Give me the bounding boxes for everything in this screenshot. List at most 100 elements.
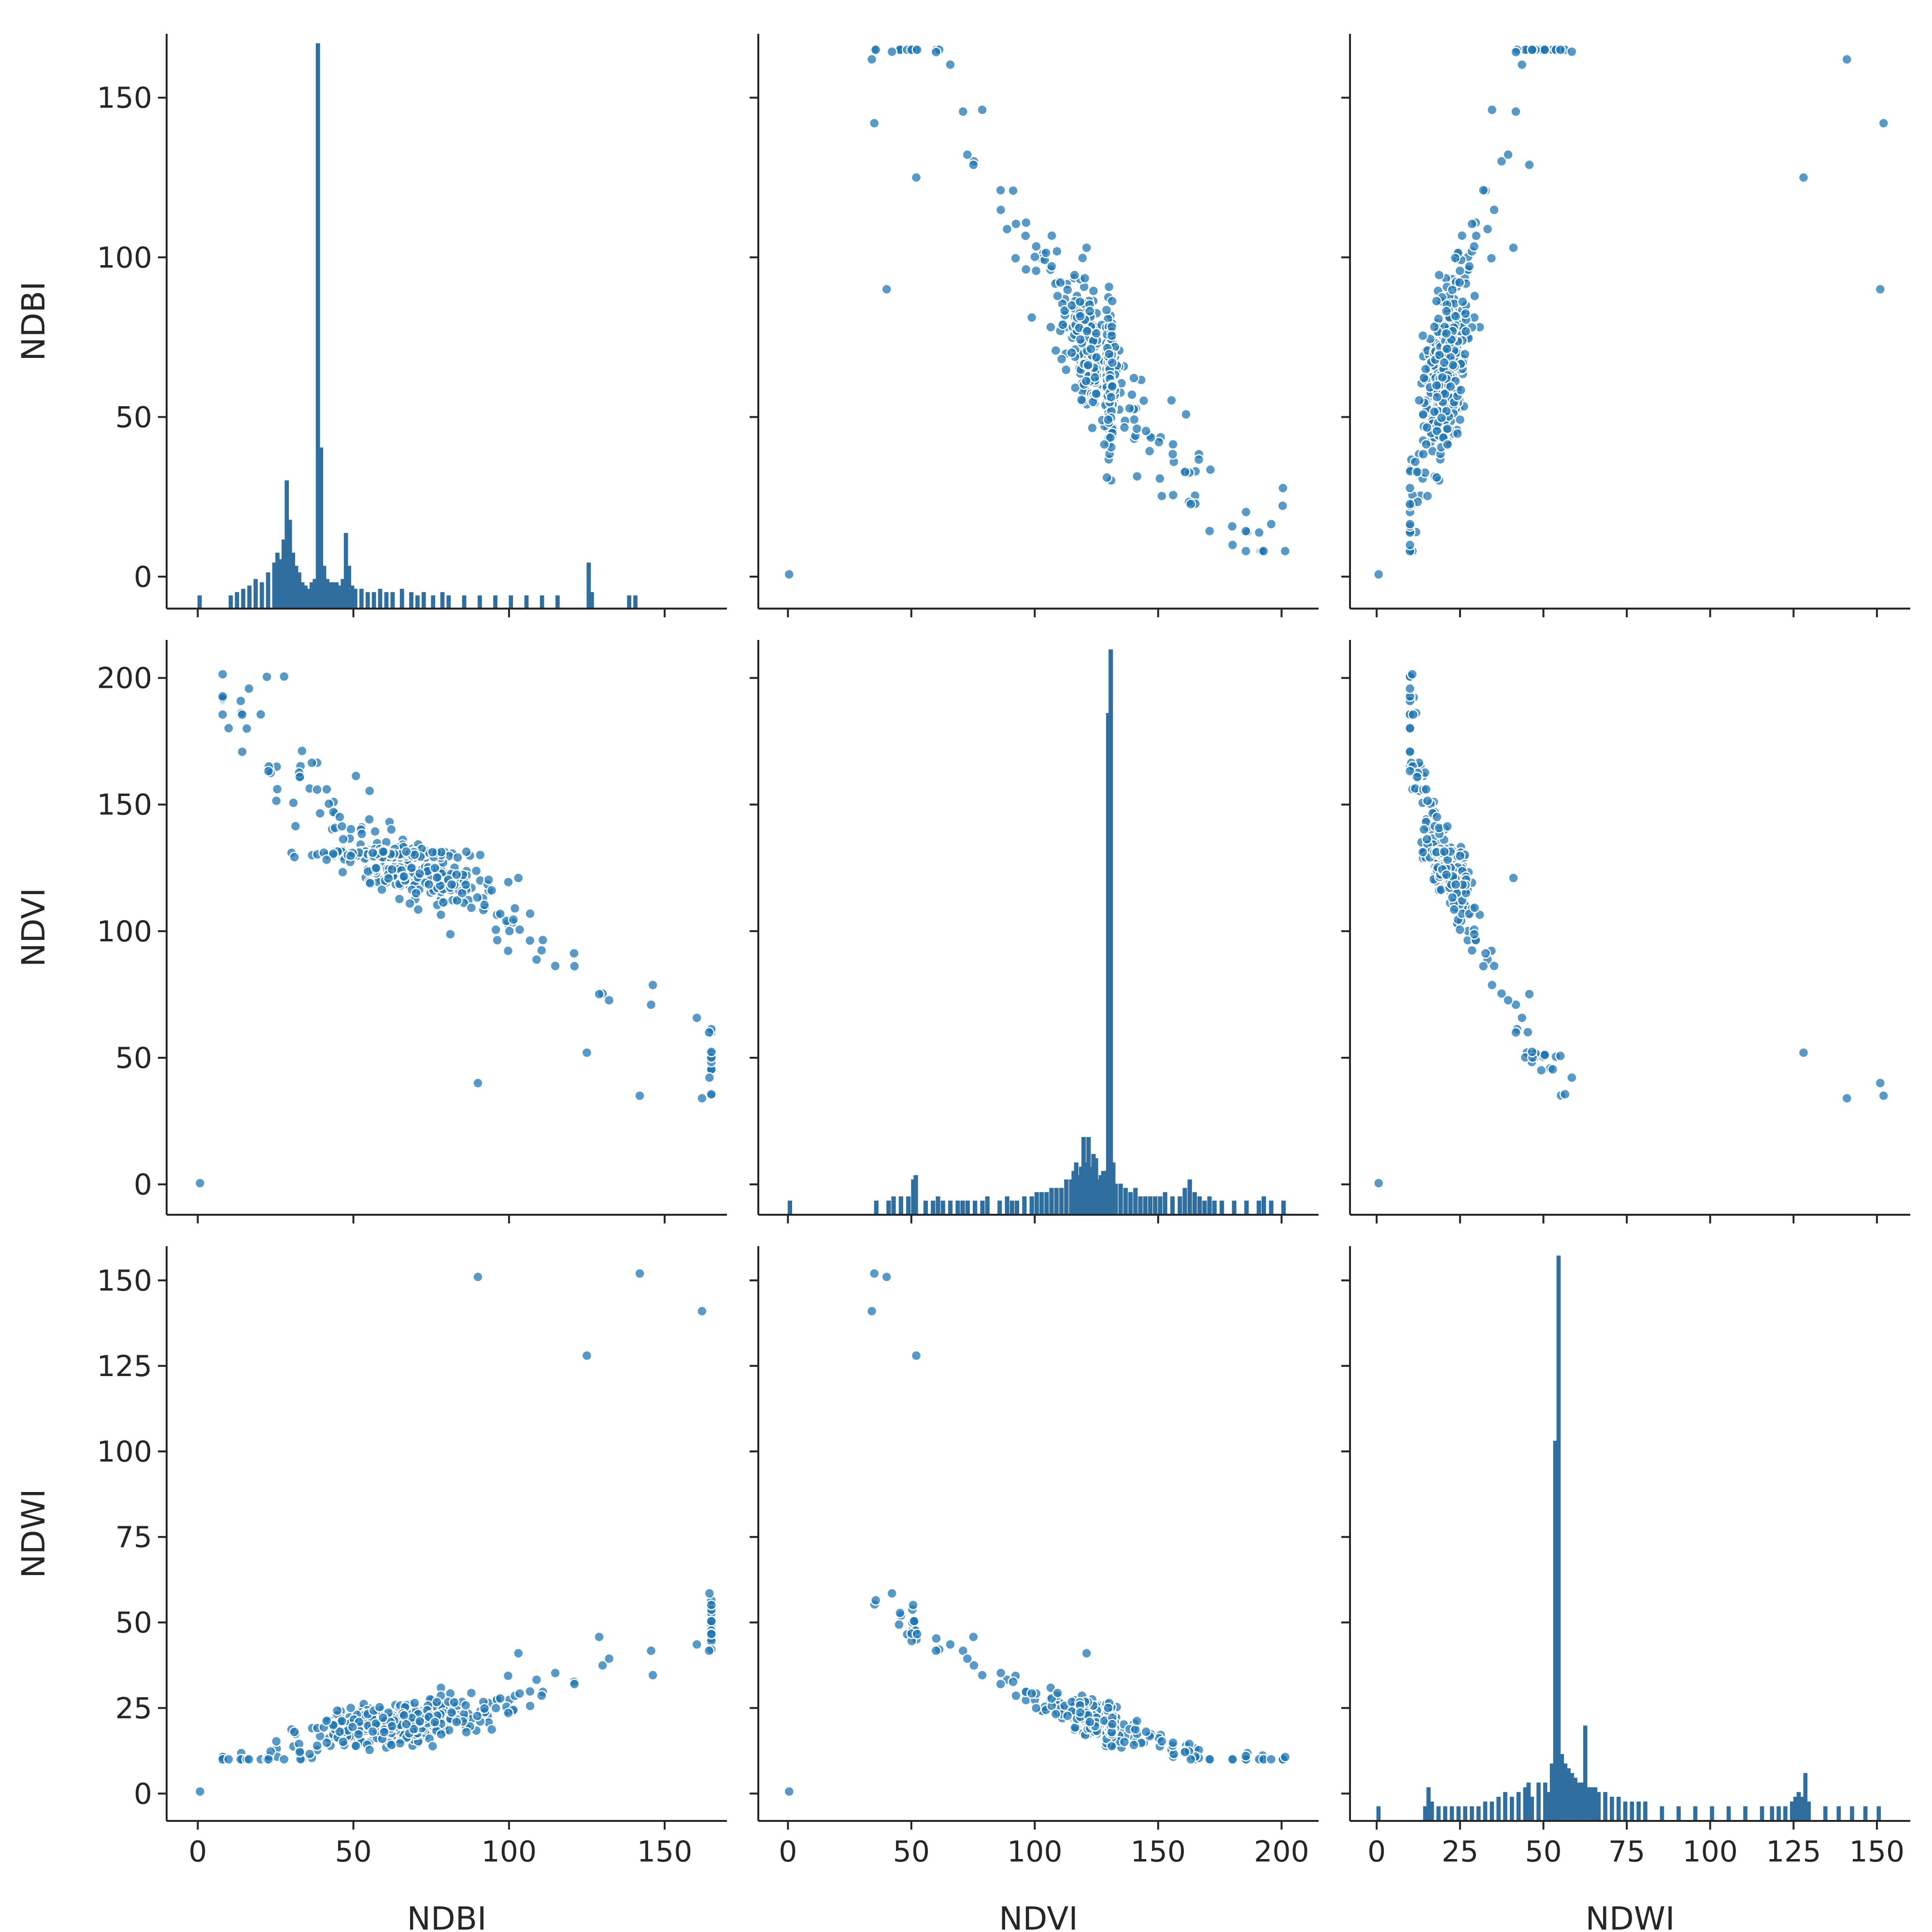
scatter-point bbox=[1021, 217, 1032, 228]
scatter-point bbox=[1875, 1078, 1886, 1089]
scatter-point bbox=[408, 1723, 420, 1735]
scatter-point bbox=[930, 46, 942, 58]
scatter-point bbox=[451, 1716, 462, 1728]
scatter-point bbox=[1431, 811, 1443, 823]
histogram-bar bbox=[1123, 1188, 1128, 1215]
scatter-point bbox=[490, 924, 501, 936]
histogram-bar bbox=[1643, 1801, 1648, 1821]
histogram-bar bbox=[1133, 1188, 1138, 1215]
scatter-point bbox=[783, 1786, 795, 1797]
scatter-point bbox=[1060, 364, 1072, 375]
y-axis-title-ndvi: NDVI bbox=[15, 888, 52, 967]
histogram-bar bbox=[1676, 1806, 1681, 1821]
scatter-point bbox=[1091, 352, 1102, 363]
scatter-point bbox=[569, 961, 580, 972]
scatter-point bbox=[1449, 904, 1460, 915]
scatter-point bbox=[1277, 500, 1288, 511]
scatter-point bbox=[1407, 709, 1419, 720]
scatter-point bbox=[1279, 1751, 1291, 1762]
scatter-point bbox=[297, 745, 308, 757]
y-tick-label: 25 bbox=[115, 1691, 152, 1725]
scatter-point bbox=[1140, 426, 1151, 437]
scatter-point bbox=[1539, 1050, 1550, 1061]
scatter-point bbox=[241, 723, 253, 734]
histogram-bar bbox=[1138, 1196, 1143, 1215]
x-tick-label: 100 bbox=[1682, 1835, 1738, 1869]
panel-ndwi-vs-ndvi bbox=[1341, 640, 1910, 1223]
scatter-point bbox=[401, 1719, 412, 1730]
histogram-bar bbox=[1064, 1179, 1069, 1215]
scatter-point bbox=[1405, 766, 1416, 777]
histogram-bar bbox=[241, 589, 245, 609]
histogram-bar bbox=[1516, 1792, 1521, 1821]
scatter-point bbox=[1084, 1716, 1095, 1728]
scatter-point bbox=[217, 691, 228, 702]
scatter-point bbox=[1029, 251, 1040, 263]
scatter-point bbox=[429, 862, 440, 874]
histogram-bar bbox=[1610, 1797, 1614, 1821]
histogram-bar bbox=[1163, 1192, 1167, 1215]
scatter-point bbox=[194, 1786, 206, 1797]
histogram-bar bbox=[1148, 1196, 1153, 1215]
histogram-bar bbox=[1603, 1792, 1607, 1821]
scatter-point bbox=[461, 1727, 472, 1738]
panel-ndvi-vs-ndvi bbox=[750, 640, 1319, 1223]
histogram-bar bbox=[415, 595, 420, 609]
histogram-bar bbox=[266, 572, 270, 609]
scatter-point bbox=[483, 874, 494, 885]
histogram-bar bbox=[1449, 1806, 1454, 1821]
scatter-point bbox=[1106, 321, 1118, 333]
scatter-point bbox=[868, 1268, 880, 1279]
scatter-point bbox=[1456, 230, 1468, 242]
scatter-point bbox=[881, 1271, 892, 1282]
scatter-point bbox=[525, 908, 536, 919]
scatter-point bbox=[1051, 246, 1063, 257]
scatter-point bbox=[1045, 322, 1056, 333]
scatter-point bbox=[1422, 490, 1433, 502]
scatter-point bbox=[1107, 357, 1118, 369]
scatter-point bbox=[1450, 879, 1462, 890]
scatter-point bbox=[508, 914, 519, 925]
scatter-point bbox=[1547, 1064, 1559, 1075]
scatter-point bbox=[1056, 354, 1067, 365]
scatter-point bbox=[427, 847, 438, 858]
scatter-point bbox=[479, 899, 490, 910]
scatter-point bbox=[350, 770, 362, 781]
histogram-bar bbox=[1850, 1806, 1854, 1821]
histogram-bar bbox=[247, 585, 252, 609]
histogram-bar bbox=[985, 1196, 990, 1215]
histogram-bar bbox=[1783, 1806, 1788, 1821]
scatter-point bbox=[1103, 1702, 1114, 1714]
scatter-point bbox=[364, 785, 375, 796]
scatter-point bbox=[1081, 326, 1093, 337]
scatter-point bbox=[237, 709, 248, 720]
scatter-point bbox=[594, 988, 605, 1000]
scatter-point bbox=[409, 1697, 420, 1709]
panel-ndbi-vs-ndvi: 0 50 100 150 200 bbox=[97, 640, 727, 1223]
scatter-point bbox=[1449, 252, 1461, 264]
histogram-bar bbox=[1470, 1806, 1474, 1821]
scatter-point bbox=[460, 879, 471, 890]
histogram-bar bbox=[384, 592, 389, 609]
histogram-bar bbox=[965, 1200, 970, 1215]
scatter-point bbox=[438, 897, 449, 908]
scatter-point bbox=[704, 1588, 715, 1599]
histogram-bar bbox=[1556, 1255, 1561, 1821]
scatter-point bbox=[278, 1754, 290, 1765]
histogram-bar bbox=[1022, 1196, 1027, 1215]
histogram-bar bbox=[874, 1200, 879, 1215]
histogram-bar bbox=[936, 1196, 940, 1215]
scatter-point bbox=[911, 1628, 923, 1640]
scatter-point bbox=[581, 1350, 593, 1361]
scatter-point bbox=[1107, 296, 1118, 307]
scatter-point bbox=[471, 892, 483, 903]
scatter-point bbox=[1153, 437, 1165, 448]
scatter-point bbox=[886, 46, 897, 57]
scatter-point bbox=[1131, 471, 1143, 482]
y-tick-label: 0 bbox=[134, 1168, 152, 1202]
scatter-point bbox=[1878, 1090, 1889, 1101]
scatter-point bbox=[321, 854, 332, 866]
histogram-bar bbox=[235, 592, 240, 609]
scatter-point bbox=[911, 44, 923, 56]
histogram-bar bbox=[1202, 1200, 1207, 1215]
